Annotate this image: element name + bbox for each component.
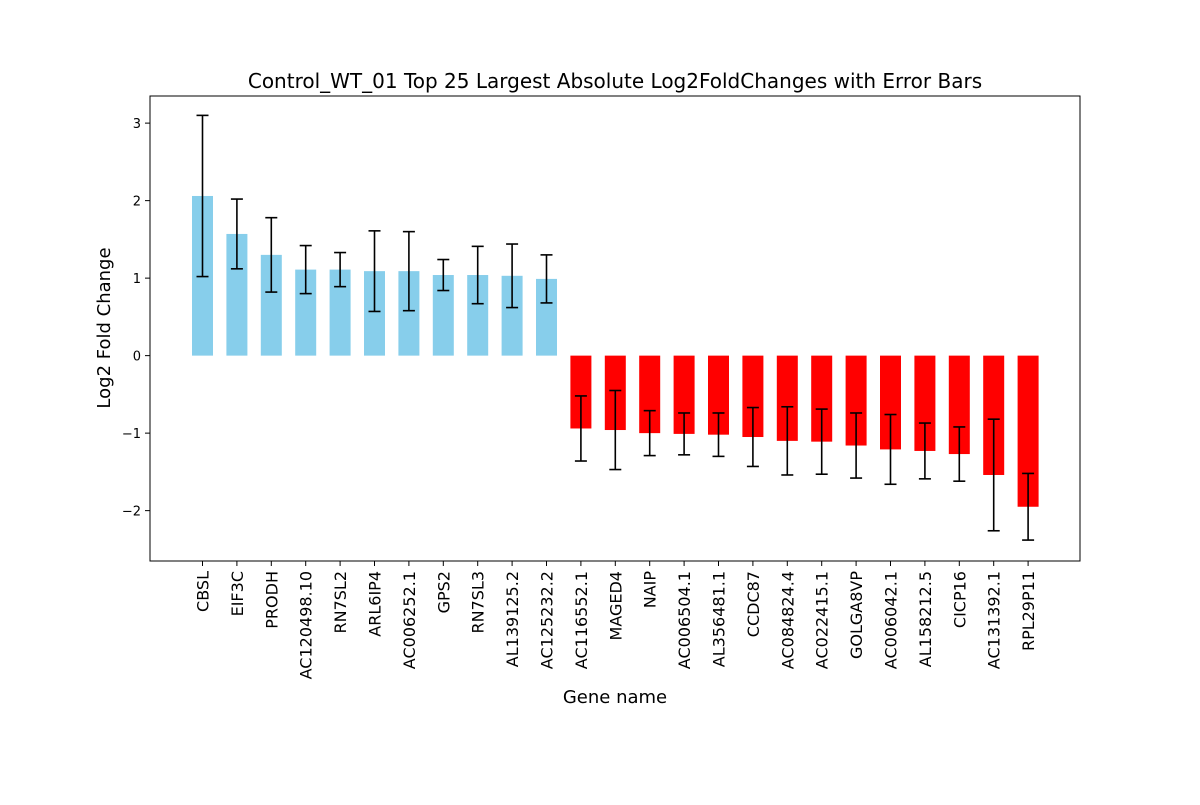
error-bar: [265, 216, 278, 293]
bar: [811, 355, 833, 442]
bar: [776, 355, 798, 441]
error-bar: [643, 409, 656, 457]
bar: [226, 233, 248, 356]
error-bar: [953, 426, 966, 482]
error-bar: [850, 412, 863, 479]
error-bar: [437, 258, 450, 292]
x-tick-label: GOLGA8VP: [847, 571, 866, 659]
x-tick-label: CCDC87: [744, 571, 763, 637]
bars-layer: [192, 195, 1039, 507]
x-axis: CBSL EIF3C PRODH AC120498.10 RN7SL2 ARL6IP4 AC…: [194, 561, 1038, 679]
x-tick-label: AC084824.4: [778, 571, 797, 669]
bar: [364, 271, 385, 356]
x-tick-label: RPL29P11: [1019, 571, 1038, 651]
y-axis: −2 −1 0 1 2 3: [122, 117, 150, 520]
error-bars-layer: [196, 114, 1035, 541]
error-bar: [712, 412, 725, 458]
bar: [570, 355, 592, 429]
y-tick-label: 1: [133, 272, 141, 287]
x-tick-label: ARL6IP4: [366, 571, 385, 637]
bar: [742, 355, 764, 438]
bar: [432, 275, 454, 356]
x-tick-label: AL356481.1: [710, 571, 729, 667]
x-tick-label: AC120498.10: [297, 571, 316, 679]
error-bar: [368, 230, 381, 313]
error-bar: [196, 114, 209, 278]
y-tick-label: 0: [133, 350, 141, 365]
bar: [260, 254, 282, 356]
y-tick-label: 3: [133, 117, 141, 132]
error-bar: [506, 243, 519, 309]
bar: [639, 355, 661, 434]
y-tick-label: −1: [122, 427, 141, 442]
error-bar: [609, 389, 622, 471]
y-axis-label: Log2 Fold Change: [94, 247, 115, 408]
bar: [501, 275, 523, 356]
bar: [983, 355, 1005, 475]
bar: [845, 355, 867, 446]
y-tick-label: 2: [133, 195, 141, 210]
error-bar: [987, 418, 1000, 532]
error-bar: [471, 245, 484, 305]
error-bar: [230, 198, 243, 270]
x-tick-label: NAIP: [641, 571, 660, 609]
x-axis-label: Gene name: [563, 687, 667, 708]
x-tick-label: AC006252.1: [400, 571, 419, 669]
x-tick-label: EIF3C: [228, 571, 247, 616]
x-tick-label: MAGED4: [606, 571, 625, 640]
error-bar: [815, 408, 828, 476]
error-bar: [299, 244, 312, 295]
bar: [467, 275, 489, 356]
bar: [914, 355, 936, 451]
error-bar: [334, 251, 347, 288]
y-tick-label: −2: [122, 505, 141, 520]
x-tick-label: AC006504.1: [675, 571, 694, 669]
x-tick-label: AC022415.1: [813, 571, 832, 669]
error-bar: [402, 230, 415, 312]
x-tick-label: RN7SL2: [331, 571, 350, 634]
x-tick-label: PRODH: [262, 571, 281, 629]
x-tick-label: AC125232.2: [538, 571, 557, 669]
bar: [880, 355, 901, 450]
x-tick-label: AL158212.5: [916, 571, 935, 667]
error-bar: [678, 412, 691, 456]
bar: [708, 355, 729, 435]
bar: [329, 269, 351, 356]
x-tick-label: AC006042.1: [882, 571, 901, 669]
x-tick-label: AC116552.1: [572, 571, 591, 669]
error-bar: [918, 422, 931, 480]
bar: [1017, 355, 1039, 507]
bar: [673, 355, 695, 434]
error-bar: [781, 405, 794, 476]
bar: [295, 269, 317, 356]
bar: [398, 271, 420, 356]
error-bar: [884, 413, 897, 486]
x-tick-label: AL139125.2: [503, 571, 522, 667]
x-tick-label: CICP16: [950, 571, 969, 628]
x-tick-label: GPS2: [434, 571, 453, 613]
x-tick-label: RN7SL3: [469, 571, 488, 634]
chart-title: Control_WT_01 Top 25 Largest Absolute Lo…: [248, 69, 982, 93]
error-bar: [746, 406, 759, 468]
x-tick-label: AC131392.1: [985, 571, 1004, 669]
plot-area-frame: [149, 95, 1081, 562]
bar: [536, 278, 557, 356]
error-bar: [574, 395, 587, 462]
error-bar: [540, 254, 553, 304]
bar: [948, 355, 970, 455]
error-bar: [1022, 472, 1035, 541]
x-tick-label: CBSL: [194, 571, 213, 612]
